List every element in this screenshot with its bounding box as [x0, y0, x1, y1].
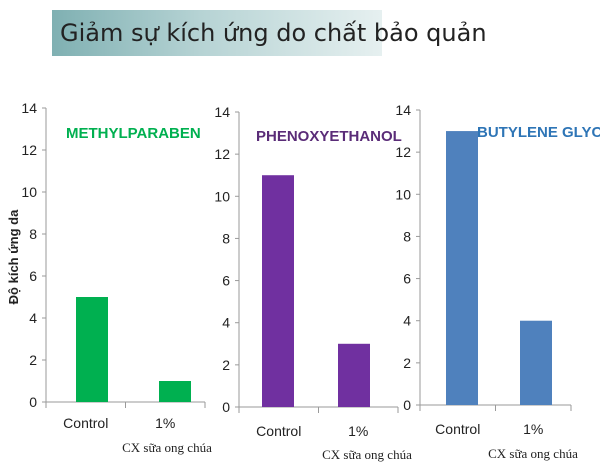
category-label: Control	[63, 415, 108, 431]
y-tick-label: 6	[403, 271, 411, 287]
y-tick-label: 8	[29, 226, 37, 242]
bar	[159, 381, 191, 402]
bar	[446, 131, 478, 406]
y-tick-label: 4	[29, 310, 37, 326]
y-tick-label: 10	[395, 186, 411, 202]
category-label: Control	[256, 423, 301, 439]
bar	[520, 320, 552, 405]
y-tick-label: 14	[395, 102, 411, 118]
y-tick-label: 4	[222, 315, 230, 331]
x-axis-label: CX sữa ong chúa	[122, 440, 212, 455]
y-tick-label: 14	[214, 104, 230, 120]
y-tick-label: 6	[222, 273, 230, 289]
bar	[338, 343, 370, 407]
title-banner: Giảm sự kích ứng do chất bảo quản	[52, 10, 487, 56]
y-tick-label: 0	[29, 394, 37, 410]
y-axis-label: Độ kích ứng da	[6, 209, 21, 304]
y-tick-label: 2	[29, 352, 37, 368]
y-tick-label: 8	[222, 230, 230, 246]
y-tick-label: 14	[21, 100, 37, 116]
y-tick-label: 2	[403, 355, 411, 371]
y-tick-label: 4	[403, 313, 411, 329]
bar	[76, 297, 108, 402]
chart-title: BUTYLENE GLYCOL	[477, 124, 600, 141]
category-label: Control	[435, 421, 480, 437]
page-title: Giảm sự kích ứng do chất bảo quản	[60, 19, 487, 47]
y-tick-label: 10	[214, 188, 230, 204]
y-tick-label: 12	[21, 142, 37, 158]
y-tick-label: 0	[403, 397, 411, 413]
y-tick-label: 10	[21, 184, 37, 200]
category-label: 1%	[155, 415, 175, 431]
y-tick-label: 8	[403, 228, 411, 244]
category-label: 1%	[523, 421, 543, 437]
x-axis-label: CX sữa ong chúa	[322, 447, 412, 462]
chart-title: METHYLPARABEN	[66, 125, 201, 142]
y-tick-label: 12	[214, 146, 230, 162]
y-tick-label: 6	[29, 268, 37, 284]
chart-title: PHENOXYETHANOL	[256, 128, 402, 145]
y-tick-label: 0	[222, 399, 230, 415]
category-label: 1%	[348, 423, 368, 439]
bar	[262, 175, 294, 407]
y-tick-label: 2	[222, 357, 230, 373]
y-tick-label: 12	[395, 144, 411, 160]
x-axis-label: CX sữa ong chúa	[488, 446, 578, 461]
